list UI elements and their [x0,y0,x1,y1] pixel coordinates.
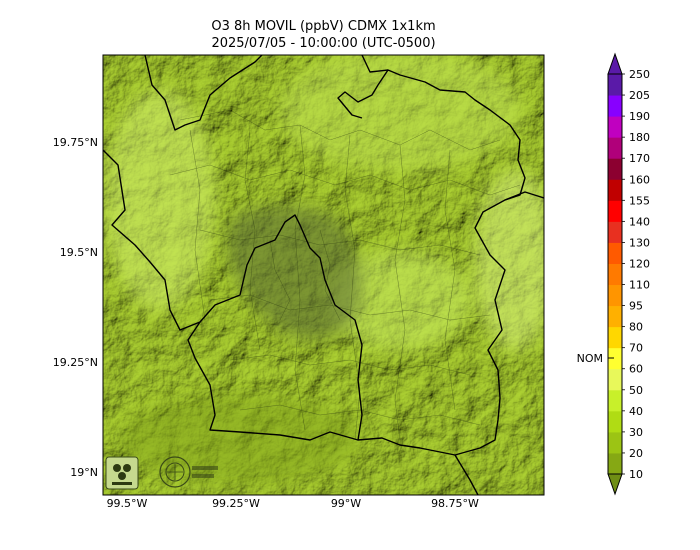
colorbar-tick-label: 10 [629,468,643,481]
colorbar-segment [608,242,622,264]
colorbar-segment [608,431,622,454]
sedema-logo [105,456,139,490]
lon-tick-label: 99.25°W [212,497,260,510]
colorbar-segment [608,452,622,475]
colorbar-segment [608,410,622,433]
colorbar-tick-label: 80 [629,321,643,334]
colorbar-segment [608,305,622,328]
colorbar-tick-label: 60 [629,363,643,376]
colorbar-tick-label: 130 [629,236,650,249]
colorbar-segment [608,200,622,222]
lat-axis: 19.75°N 19.5°N 19.25°N 19°N [53,136,98,479]
lat-tick-label: 19.5°N [60,246,98,259]
lon-tick-label: 99°W [331,497,361,510]
colorbar-tick-label: 70 [629,342,643,355]
colorbar: 10 20 30 40 50 60 70 80 95 110 120 130 140 155 160 170 1… [607,52,650,496]
colorbar-segment [608,326,622,349]
urban-core [227,205,362,340]
cdmx-logo [159,456,218,488]
colorbar-tick-label: 40 [629,405,643,418]
colorbar-tick-label: 110 [629,279,650,292]
colorbar-tick-label: 205 [629,89,650,102]
colorbar-tick-label: 190 [629,110,650,123]
colorbar-segment [608,284,622,307]
colorbar-tick-label: 250 [629,68,650,81]
colorbar-tick-label: 160 [629,173,650,186]
colorbar-tick-label: 155 [629,194,650,207]
lat-tick-label: 19.75°N [53,136,98,149]
municipal-boundaries [169,109,521,441]
colorbar-tick-label: 140 [629,215,650,228]
colorbar-segment [608,179,622,201]
colorbar-segment [608,158,622,180]
lon-axis: 99.5°W 99.25°W 99°W 98.75°W [107,497,479,510]
colorbar-tick-label: 180 [629,131,650,144]
colorbar-segment [608,347,622,370]
colorbar-tick-label: 20 [629,447,643,460]
colorbar-segment [608,116,622,138]
colorbar-segment [608,137,622,159]
colorbar-tick-label: 120 [629,257,650,270]
colorbar-tick-label: 95 [629,300,643,313]
colorbar-segment [608,95,622,117]
colorbar-extend-min [607,473,623,496]
colorbar-segment [608,221,622,243]
state-boundaries [103,55,544,495]
colorbar-segment [608,263,622,286]
colorbar-tick-label: 50 [629,384,643,397]
colorbar-tick-label: 170 [629,152,650,165]
ozone-field [105,55,544,485]
nom-label: NOM [577,352,603,365]
map-title-line2: 2025/07/05 - 10:00:00 (UTC-0500) [211,36,436,51]
lat-tick-label: 19°N [70,466,98,479]
map-title-line1: O3 8h MOVIL (ppbV) CDMX 1x1km [211,19,436,34]
colorbar-outline [607,73,623,475]
colorbar-segment [608,389,622,412]
colorbar-segment [608,74,622,96]
colorbar-extend-max [607,52,623,75]
lon-tick-label: 98.75°W [431,497,479,510]
map-frame [102,54,545,496]
lon-tick-label: 99.5°W [107,497,148,510]
map-panel [103,55,544,495]
colorbar-segment [608,368,622,391]
colorbar-tick-label: 30 [629,426,643,439]
lat-tick-label: 19.25°N [53,356,98,369]
